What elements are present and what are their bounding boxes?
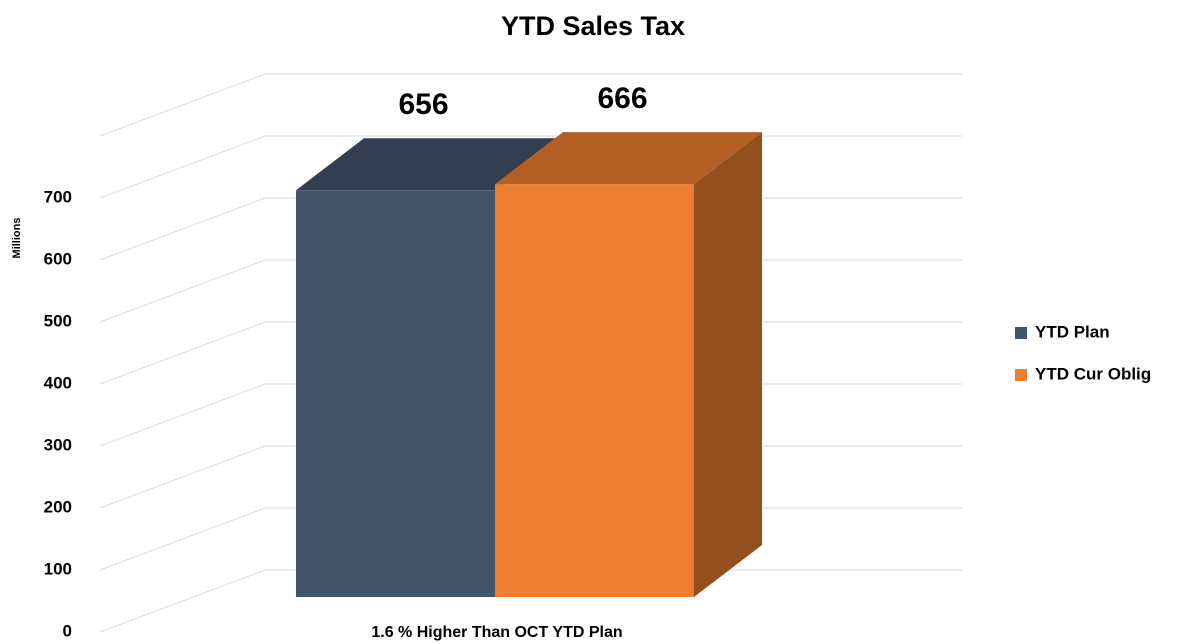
bar-top — [296, 138, 563, 191]
legend-label: YTD Cur Oblig — [1035, 364, 1151, 383]
y-axis-label: Millions — [11, 218, 23, 259]
y-tick-label: 500 — [44, 311, 72, 330]
bar-top — [495, 132, 762, 185]
y-tick-label: 0 — [63, 621, 72, 640]
y-tick-label: 700 — [44, 187, 72, 206]
legend-label: YTD Plan — [1035, 322, 1110, 341]
data-label: 656 — [398, 88, 448, 121]
legend-swatch — [1015, 327, 1027, 339]
data-label: 666 — [597, 82, 647, 115]
bar — [296, 190, 495, 597]
legend-swatch — [1015, 369, 1027, 381]
bar-side — [694, 132, 762, 597]
y-tick-label: 600 — [44, 249, 72, 268]
y-tick-label: 300 — [44, 435, 72, 454]
y-tick-label: 200 — [44, 497, 72, 516]
y-tick-label: 100 — [44, 559, 72, 578]
grid-line — [99, 73, 962, 137]
y-tick-label: 400 — [44, 373, 72, 392]
chart-title: YTD Sales Tax — [501, 11, 685, 41]
grid-line — [99, 569, 962, 633]
bar — [495, 184, 694, 597]
x-tick-label: 1.6 % Higher Than OCT YTD Plan — [371, 624, 622, 641]
